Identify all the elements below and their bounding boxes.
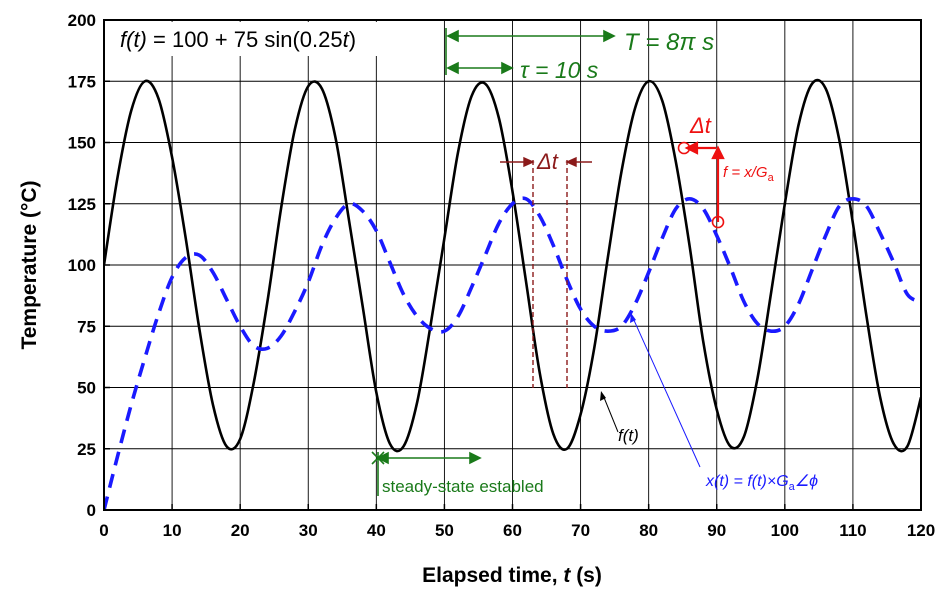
- ft-label: f(t): [618, 426, 639, 445]
- delta-t-annotation: [500, 156, 592, 388]
- y-tick-label: 150: [68, 134, 96, 153]
- x-tick-label: 70: [571, 521, 590, 540]
- xt-callout: [630, 313, 701, 468]
- series-x-curve: [104, 196, 921, 510]
- y-tick-label: 25: [77, 440, 96, 459]
- steady-state-annotation: [371, 451, 482, 496]
- x-tick-label: 80: [639, 521, 658, 540]
- steady-state-label: steady-state establed: [382, 477, 544, 496]
- tau-label: τ = 10 s: [520, 57, 599, 83]
- x-tick-label: 10: [163, 521, 182, 540]
- y-tick-label: 125: [68, 195, 96, 214]
- series-line-x: [104, 196, 921, 510]
- series-line-f: [104, 78, 921, 453]
- series-f-curve: [104, 78, 921, 453]
- x-tick-label: 60: [503, 521, 522, 540]
- ratio-label: f = x/Ga: [723, 164, 775, 184]
- x-tick-label: 20: [231, 521, 250, 540]
- x-tick-label: 120: [907, 521, 935, 540]
- x-axis-title: Elapsed time, t (s): [422, 564, 602, 587]
- tau-annotation: [446, 61, 514, 75]
- ratio-annotation: [677, 141, 725, 229]
- x-tick-label: 90: [707, 521, 726, 540]
- period-label: T = 8π s: [624, 29, 714, 56]
- x-tick-label: 110: [839, 521, 866, 540]
- y-tick-label: 200: [68, 11, 96, 30]
- formula-label: f(t) = 100 + 75 sin(0.25t): [120, 27, 356, 52]
- y-tick-label: 175: [68, 72, 96, 91]
- y-axis-title: Temperature (°C): [18, 180, 41, 349]
- period-annotation: [445, 28, 616, 75]
- x-tick-label: 0: [99, 521, 108, 540]
- xt-label: x(t) = f(t)×Ga∠ϕ: [705, 473, 818, 493]
- y-tick-label: 75: [77, 317, 96, 336]
- y-tick-label: 0: [87, 501, 96, 520]
- x-tick-label: 40: [367, 521, 386, 540]
- delta-t-red-label: Δt: [689, 113, 712, 138]
- y-tick-labels: 0 25 50 75 100 125 150 175 200: [68, 11, 110, 520]
- formula-box: [107, 22, 437, 56]
- y-tick-label: 100: [68, 256, 96, 275]
- x-tick-label: 50: [435, 521, 454, 540]
- delta-t-label: Δt: [536, 149, 559, 174]
- ft-callout: [600, 391, 619, 433]
- x-tick-label: 100: [771, 521, 799, 540]
- y-tick-label: 50: [77, 379, 96, 398]
- grid-lines: [104, 20, 921, 510]
- x-tick-labels: 0 10 20 30 40 50 60 70 80 90 100 110 120: [99, 504, 935, 540]
- x-tick-label: 30: [299, 521, 318, 540]
